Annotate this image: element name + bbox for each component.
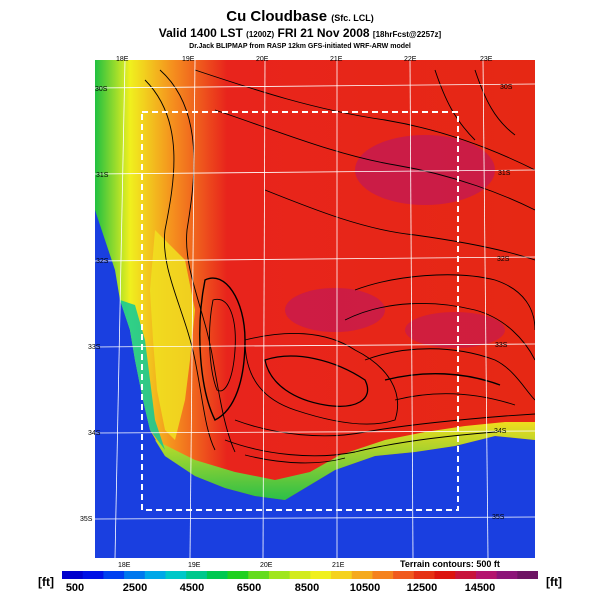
colorbar-swatch — [475, 571, 498, 579]
colorbar-swatch — [268, 571, 291, 579]
colorbar-label: 10500 — [349, 582, 381, 594]
lat-label-34s-west: 34S — [88, 430, 101, 437]
colorbar-swatch — [413, 571, 436, 579]
purple-zone-north — [355, 135, 495, 205]
colorbar-swatch — [372, 571, 394, 579]
map-subtitle: Valid 1400 LST (1200Z) FRI 21 Nov 2008 [… — [0, 26, 600, 40]
colorbar-swatch — [455, 571, 477, 579]
colorbar-swatch — [393, 571, 415, 579]
colorbar-swatch — [82, 571, 104, 579]
purple-zone-east — [405, 312, 505, 348]
title-suffix: (Sfc. LCL) — [331, 13, 374, 23]
lon-label-top-23e: 23E — [480, 56, 493, 63]
lon-label-top-22e: 22E — [404, 56, 417, 63]
lon-label-top-19e: 19E — [182, 56, 195, 63]
colorbar-swatch — [289, 571, 311, 579]
lat-label-31s-east: 31S — [498, 170, 511, 177]
colorbar-swatch — [434, 571, 456, 579]
colorbar-swatch — [186, 571, 208, 579]
unit-label-right: [ft] — [546, 575, 562, 589]
colorbar-swatch — [496, 571, 518, 579]
map-title: Cu Cloudbase (Sfc. LCL) — [0, 8, 600, 25]
purple-zone-central — [285, 288, 385, 332]
colorbar-swatch — [62, 571, 84, 579]
colorbar-swatch — [144, 571, 166, 579]
lat-label-33s-east: 33S — [495, 342, 508, 349]
colorbar-swatch — [310, 571, 332, 579]
inner-domain-box — [141, 111, 459, 511]
colorbar-label: 500 — [65, 582, 85, 594]
colorbar-label: 2500 — [122, 582, 148, 594]
lat-label-33s-west: 33S — [88, 344, 101, 351]
lat-label-30s-east: 30S — [500, 84, 513, 91]
colorbar-label: 4500 — [179, 582, 205, 594]
colorbar-swatch — [227, 571, 249, 579]
utc-code: (1200Z) — [246, 30, 275, 39]
terrain-contour-note: Terrain contours: 500 ft — [400, 559, 500, 569]
lat-label-34s-east: 34S — [494, 428, 507, 435]
valid-time: Valid 1400 LST — [158, 26, 243, 40]
lat-label-31s-west: 31S — [96, 172, 109, 179]
colorbar-swatch — [517, 571, 538, 579]
valid-date: FRI 21 Nov 2008 — [277, 26, 370, 40]
lon-label-bottom-18e: 18E — [118, 562, 131, 569]
lat-label-30s-west: 30S — [95, 86, 108, 93]
lat-label-35s-east: 35S — [492, 514, 505, 521]
coastal-band — [155, 422, 535, 500]
colorbar-label: 12500 — [406, 582, 438, 594]
unit-label-left: [ft] — [38, 575, 54, 589]
colorbar-label: 8500 — [294, 582, 320, 594]
lon-label-top-20e: 20E — [256, 56, 269, 63]
colorbar-swatch — [351, 571, 373, 579]
lat-label-32s-west: 32S — [96, 258, 109, 265]
colorbar-swatch — [103, 571, 125, 579]
lon-label-top-18e: 18E — [116, 56, 129, 63]
lon-label-bottom-21e: 21E — [332, 562, 345, 569]
lat-label-35s-west: 35S — [80, 516, 93, 523]
colorbar-swatch — [124, 571, 146, 579]
colorbar — [62, 571, 538, 579]
forecast-info: [18hrFcst@2257z] — [372, 30, 442, 39]
colorbar-swatch — [165, 571, 187, 579]
colorbar-label: 6500 — [236, 582, 262, 594]
cloudbase-map — [95, 60, 535, 558]
colorbar-label: 14500 — [464, 582, 496, 594]
colorbar-swatch — [248, 571, 270, 579]
lon-label-top-21e: 21E — [330, 56, 343, 63]
lat-label-32s-east: 32S — [497, 256, 510, 263]
west-yellow-zone — [150, 230, 195, 440]
colorbar-swatch — [331, 571, 353, 579]
colorbar-swatch — [206, 571, 229, 579]
model-credit: Dr.Jack BLIPMAP from RASP 12km GFS-initi… — [189, 43, 411, 50]
lon-label-bottom-19e: 19E — [188, 562, 201, 569]
title-text: Cu Cloudbase — [226, 8, 328, 25]
lon-label-bottom-20e: 20E — [260, 562, 273, 569]
graticule — [95, 60, 535, 558]
